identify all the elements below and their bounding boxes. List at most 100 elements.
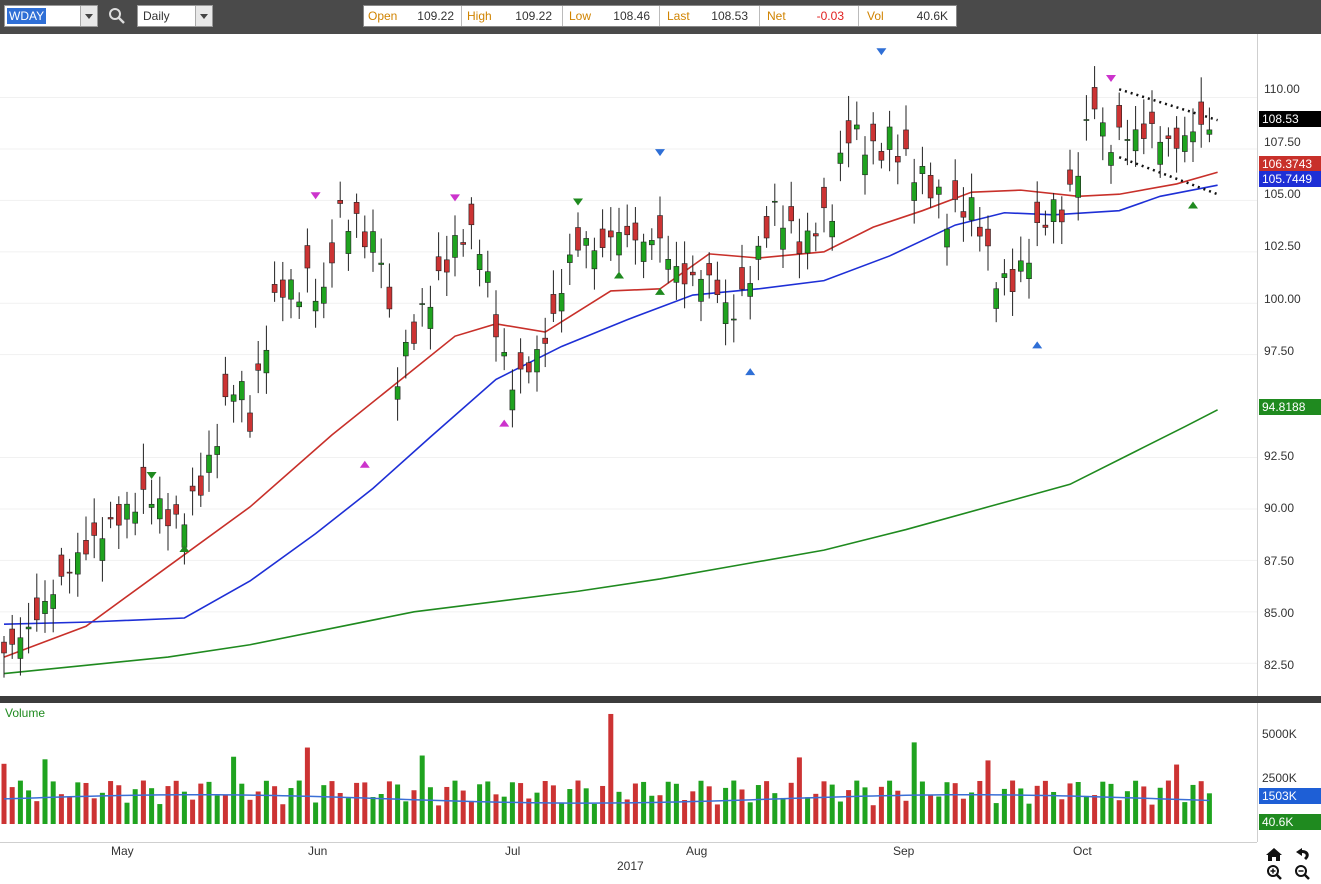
- candle[interactable]: [1050, 193, 1057, 244]
- candle[interactable]: [829, 204, 836, 251]
- candle[interactable]: [788, 181, 795, 234]
- candle[interactable]: [1108, 144, 1114, 184]
- undo-icon[interactable]: [1296, 848, 1309, 860]
- candle[interactable]: [239, 370, 245, 423]
- candle[interactable]: [9, 614, 15, 659]
- candle[interactable]: [1165, 127, 1172, 157]
- candle[interactable]: [952, 159, 959, 213]
- candle[interactable]: [42, 580, 48, 633]
- candle[interactable]: [714, 261, 721, 304]
- candle[interactable]: [763, 206, 770, 248]
- candle[interactable]: [1182, 116, 1188, 163]
- candle[interactable]: [1173, 116, 1180, 173]
- zoom-in-icon[interactable]: [1267, 865, 1282, 880]
- candle[interactable]: [132, 492, 138, 536]
- candle[interactable]: [837, 130, 844, 182]
- candle[interactable]: [935, 179, 942, 219]
- candle[interactable]: [17, 617, 24, 676]
- zoom-out-icon[interactable]: [1295, 865, 1310, 880]
- candle[interactable]: [780, 205, 786, 268]
- candle[interactable]: [476, 239, 483, 287]
- candle[interactable]: [542, 317, 549, 368]
- candle[interactable]: [1190, 108, 1196, 162]
- candle[interactable]: [443, 235, 450, 296]
- candle[interactable]: [206, 430, 212, 492]
- candle[interactable]: [665, 235, 672, 284]
- candle[interactable]: [173, 495, 179, 529]
- candle[interactable]: [886, 110, 893, 172]
- candle[interactable]: [821, 177, 827, 233]
- candle[interactable]: [550, 270, 557, 323]
- candle[interactable]: [739, 244, 745, 297]
- candle[interactable]: [1198, 77, 1204, 148]
- interval-select[interactable]: Daily: [137, 5, 213, 27]
- candle[interactable]: [460, 229, 467, 257]
- candle[interactable]: [681, 241, 688, 309]
- candle[interactable]: [1100, 107, 1106, 161]
- candle[interactable]: [976, 207, 983, 252]
- candle[interactable]: [263, 325, 270, 394]
- candle[interactable]: [747, 265, 754, 320]
- candle[interactable]: [640, 233, 647, 279]
- candle[interactable]: [853, 101, 860, 141]
- candle[interactable]: [730, 294, 737, 343]
- candle[interactable]: [255, 340, 261, 394]
- candle[interactable]: [1132, 106, 1139, 167]
- candle[interactable]: [698, 270, 704, 322]
- candle[interactable]: [985, 215, 991, 271]
- candle[interactable]: [148, 479, 155, 525]
- candle[interactable]: [378, 238, 385, 289]
- candle[interactable]: [919, 146, 926, 195]
- candle[interactable]: [1034, 181, 1040, 247]
- candle[interactable]: [468, 197, 475, 250]
- candle[interactable]: [361, 215, 368, 259]
- candle[interactable]: [1124, 119, 1131, 166]
- candle[interactable]: [394, 367, 401, 421]
- candle[interactable]: [993, 282, 1000, 323]
- candle[interactable]: [706, 252, 713, 299]
- candle[interactable]: [411, 314, 417, 351]
- candle[interactable]: [1157, 126, 1163, 178]
- chart-area[interactable]: 110.00 107.50 105.00 102.50 100.00 97.50…: [0, 34, 1321, 881]
- candle[interactable]: [271, 261, 278, 302]
- candle[interactable]: [862, 136, 868, 195]
- candle[interactable]: [419, 288, 426, 327]
- candle[interactable]: [903, 105, 909, 156]
- candle[interactable]: [632, 207, 639, 265]
- pane-divider[interactable]: [0, 696, 1321, 703]
- candle[interactable]: [329, 219, 335, 288]
- candle[interactable]: [320, 262, 327, 319]
- candle[interactable]: [83, 516, 89, 561]
- candle[interactable]: [1017, 236, 1024, 283]
- candle[interactable]: [435, 232, 442, 281]
- candle[interactable]: [1149, 90, 1155, 149]
- candle[interactable]: [247, 395, 253, 438]
- candle[interactable]: [1141, 99, 1147, 155]
- candle[interactable]: [771, 183, 778, 226]
- candle[interactable]: [1, 635, 7, 678]
- candle[interactable]: [722, 279, 729, 346]
- candle[interactable]: [75, 532, 81, 597]
- candle[interactable]: [878, 142, 885, 169]
- candle[interactable]: [689, 255, 696, 287]
- candle[interactable]: [616, 207, 622, 274]
- candle[interactable]: [870, 112, 877, 165]
- candle[interactable]: [1091, 66, 1098, 120]
- candle[interactable]: [566, 233, 573, 285]
- candle[interactable]: [583, 231, 590, 269]
- candle[interactable]: [107, 501, 114, 529]
- candle[interactable]: [50, 579, 57, 633]
- candle[interactable]: [33, 573, 40, 632]
- candle[interactable]: [484, 250, 491, 298]
- candle[interactable]: [345, 219, 352, 271]
- candle[interactable]: [493, 290, 499, 362]
- candle[interactable]: [222, 356, 229, 406]
- candle[interactable]: [624, 204, 631, 248]
- candle[interactable]: [894, 134, 901, 185]
- candle[interactable]: [1009, 248, 1016, 316]
- candle[interactable]: [337, 181, 344, 218]
- candle[interactable]: [214, 423, 220, 479]
- candle[interactable]: [230, 384, 237, 423]
- candle[interactable]: [911, 158, 918, 224]
- candle[interactable]: [1059, 196, 1065, 245]
